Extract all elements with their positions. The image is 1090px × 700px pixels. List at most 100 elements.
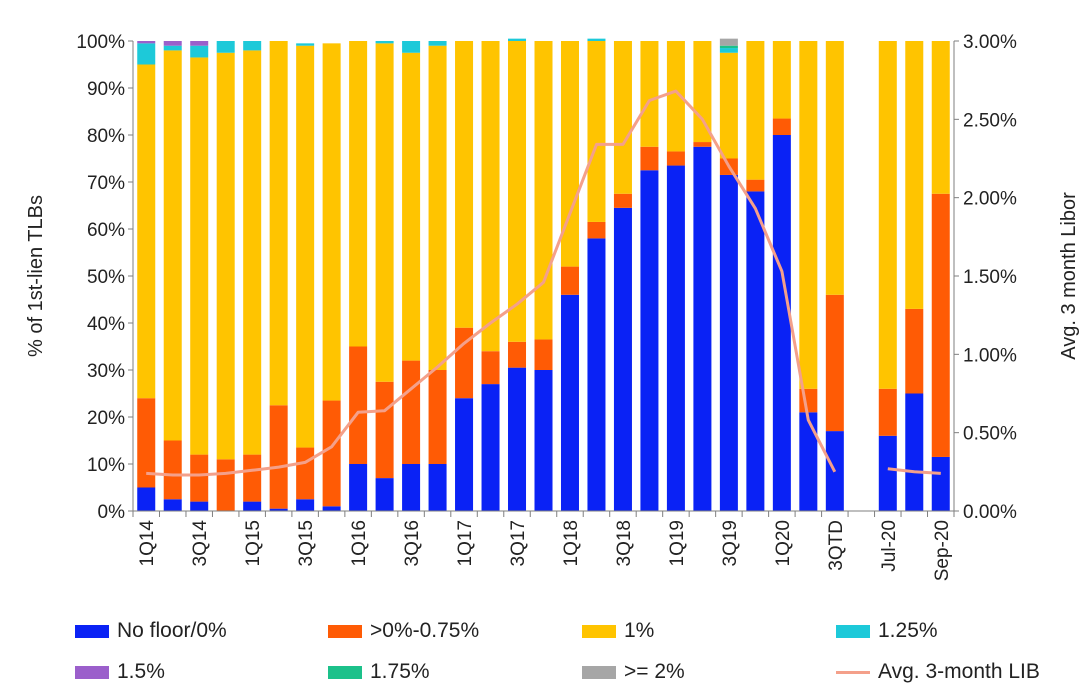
bar-segment-2-15 [534,41,553,340]
bar-segment-2-14 [508,41,527,342]
x-tick-label: 3Q19 [720,520,741,566]
bar-segment-3-4 [243,41,262,51]
bar-segment-3-9 [375,41,394,44]
y2-tick-label: 2.50% [963,110,1017,131]
bar-segment-0-18 [613,207,632,511]
libor-line-segment-0 [146,89,837,477]
legend-item: 1.5% [75,657,165,687]
y-tick-label: 40% [87,314,125,335]
bar-segment-0-2 [190,501,209,511]
bar-segment-2-21 [693,41,712,143]
bar-segment-2-2 [190,57,209,455]
bar-segment-2-30 [931,41,950,194]
bar-segment-3-3 [216,41,235,53]
bar-segment-0-20 [666,165,685,512]
y-tick-label: 90% [87,79,125,100]
legend-label: >0%-0.75% [370,619,480,642]
bar-segment-1-0 [137,398,156,488]
bar-segment-2-13 [481,41,500,352]
legend-swatch [328,665,362,679]
bar-segment-0-19 [640,170,659,511]
bar-segment-3-11 [428,41,447,46]
bar-segment-3-6 [296,43,315,46]
bar-segment-0-23 [746,191,765,511]
bar-segment-2-17 [587,41,606,222]
bar-segment-2-29 [905,41,924,309]
legend: No floor/0% >0%-0.75% 1% 1.25% 1.5% 1.75% >= 2… [0,612,1090,700]
bar-segment-1-5 [269,405,288,509]
bar-segment-2-11 [428,45,447,370]
y-tick-label: 80% [87,126,125,147]
bar-segment-3-2 [190,45,209,58]
bar-segment-2-7 [322,43,341,401]
bar-segment-2-6 [296,45,315,448]
bar-segment-1-6 [296,447,315,500]
legend-item: 1% [582,616,654,646]
bar-segment-2-22 [719,52,738,159]
y2-axis-title: Avg. 3 month Libor [1058,192,1080,360]
y2-tick-label: 0.50% [963,424,1017,445]
legend-swatch [75,624,109,638]
legend-label: 1.5% [117,660,165,683]
legend-item: No floor/0% [75,616,227,646]
bar-segment-1-3 [216,459,235,511]
bar-segment-0-24 [772,135,791,511]
bar-segment-2-19 [640,41,659,147]
y-tick-label: 70% [87,173,125,194]
legend-item: >0%-0.75% [328,616,479,646]
y-tick-label: 10% [87,455,125,476]
x-tick-label: Sep-20 [932,520,953,581]
libor-line-layer [146,89,941,477]
bar-segment-2-10 [402,52,421,361]
axes-layer: 0% 10% 20% 30% 40% 50% 60% 70% 80% 90% 100% 0.00% 0.… [76,32,1017,581]
bar-segment-0-28 [878,435,897,511]
bar-segment-0-13 [481,384,500,511]
x-tick-label: 3Q17 [508,520,529,566]
bar-segment-2-1 [163,50,182,441]
bar-segment-2-28 [878,41,897,389]
x-tick-label: 3Q15 [296,520,317,566]
bar-segment-1-12 [455,327,474,399]
bar-segment-2-0 [137,64,156,399]
bars-layer [137,38,950,512]
bar-segment-0-0 [137,487,156,511]
bar-segment-0-11 [428,464,447,511]
x-tick-label: 1Q14 [137,520,158,567]
bar-segment-2-20 [666,41,685,152]
x-tick-label: 3Q18 [614,520,635,566]
bar-segment-0-16 [560,294,579,511]
y-tick-label: 60% [87,220,125,241]
bar-segment-6-22 [719,38,738,46]
bar-segment-0-12 [455,398,474,511]
x-tick-label: 1Q16 [349,520,370,566]
x-tick-label: 3QTD [826,520,847,571]
y-tick-label: 50% [87,267,125,288]
bar-segment-3-22 [719,48,738,53]
bar-segment-2-8 [349,41,368,347]
x-tick-label: 3Q14 [190,520,211,567]
bar-segment-2-18 [613,41,632,194]
legend-swatch [582,624,616,638]
bar-segment-3-1 [163,45,182,51]
legend-label: >= 2% [624,660,685,683]
bar-segment-1-29 [905,308,924,394]
legend-swatch [836,670,870,674]
bar-segment-2-26 [825,41,844,295]
bar-segment-2-25 [799,41,818,389]
legend-swatch [75,665,109,679]
bar-segment-0-5 [269,508,288,511]
bar-segment-5-22 [719,45,738,49]
legend-swatch [328,624,362,638]
bar-segment-0-7 [322,506,341,511]
bar-segment-1-4 [243,454,262,502]
bar-segment-2-4 [243,50,262,455]
bar-segment-0-9 [375,478,394,511]
bar-segment-2-12 [455,41,474,328]
bar-segment-0-22 [719,174,738,511]
y-axis-title: % of 1st-lien TLBs [25,195,47,357]
bar-segment-1-16 [560,266,579,295]
legend-item: 1.25% [836,616,938,646]
bar-segment-1-19 [640,146,659,171]
bar-segment-1-8 [349,346,368,464]
legend-label: Avg. 3-month LIB [878,660,1040,683]
